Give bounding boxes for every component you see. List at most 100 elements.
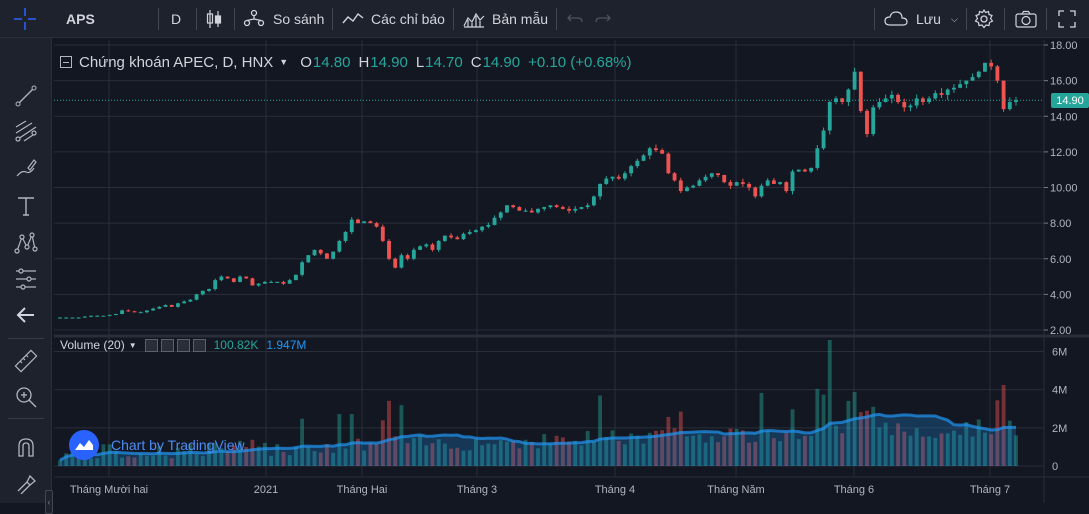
candle — [325, 253, 329, 259]
candle — [722, 175, 727, 183]
volume-bar — [200, 455, 205, 466]
fib-retracement-icon[interactable] — [11, 116, 41, 146]
collapse-legend-icon[interactable] — [60, 56, 72, 68]
candle — [734, 182, 739, 186]
back-arrow-icon[interactable] — [11, 300, 41, 330]
volume-bar — [908, 435, 913, 466]
volume-bar — [95, 458, 100, 466]
candle — [629, 166, 634, 174]
volume-value: 100.82K — [213, 338, 259, 352]
toolbar-collapse-handle[interactable]: ‹ — [45, 490, 53, 514]
templates-button[interactable]: Bản mẫu — [463, 0, 548, 38]
trend-line-icon[interactable] — [11, 81, 41, 111]
volume-bar — [113, 451, 118, 466]
fullscreen-icon — [1058, 10, 1076, 28]
prediction-icon[interactable] — [11, 264, 41, 294]
symbol-title[interactable]: Chứng khoán APEC, D, HNX — [79, 53, 274, 71]
volume-bar — [132, 457, 137, 466]
redo-icon — [594, 11, 612, 27]
settings-button[interactable] — [973, 0, 995, 38]
candle — [207, 289, 211, 291]
volume-bar — [728, 428, 733, 466]
low-label: L — [415, 53, 425, 71]
pattern-icon[interactable] — [11, 228, 41, 258]
undo-button[interactable] — [566, 0, 584, 38]
candle — [306, 255, 311, 263]
volume-bar — [256, 446, 261, 466]
candle — [82, 316, 87, 318]
redo-button[interactable] — [594, 0, 612, 38]
volume-bar — [945, 433, 950, 466]
ruler-icon[interactable] — [11, 346, 41, 376]
candle — [877, 102, 882, 108]
volume-bar — [238, 440, 242, 466]
price-tick-label: 2.00 — [1050, 325, 1071, 337]
candle — [983, 62, 987, 72]
volume-bar — [331, 452, 336, 466]
brush-icon[interactable] — [11, 153, 41, 183]
volume-bar — [287, 455, 292, 466]
volume-bar — [871, 406, 876, 466]
interval-button[interactable]: D — [171, 0, 181, 38]
magnet-icon[interactable] — [11, 432, 41, 462]
volume-bar — [827, 340, 832, 466]
candle — [703, 176, 708, 181]
lock-drawings-icon[interactable] — [11, 468, 41, 498]
volume-title[interactable]: Volume (20) — [60, 338, 125, 352]
candle — [747, 183, 751, 188]
text-icon[interactable] — [11, 191, 41, 221]
volume-bar — [573, 440, 578, 466]
candle — [480, 226, 485, 231]
chart-type-button[interactable] — [205, 0, 223, 38]
price-tick-label: 6.00 — [1050, 254, 1071, 266]
eye-icon[interactable] — [144, 338, 158, 352]
open-value: 14.80 — [312, 53, 351, 71]
fullscreen-button[interactable] — [1058, 0, 1076, 38]
candle — [964, 80, 969, 85]
candle — [716, 173, 720, 176]
volume-bar — [579, 445, 584, 466]
candle — [517, 207, 522, 211]
symbol-search-button[interactable]: APS — [66, 0, 95, 38]
zoom-in-icon[interactable] — [11, 382, 41, 412]
tradingview-watermark[interactable]: Chart by TradingView — [69, 430, 245, 460]
volume-bar — [703, 442, 708, 466]
candle — [1007, 102, 1012, 110]
screenshot-button[interactable] — [1015, 0, 1037, 38]
volume-bar — [505, 441, 509, 466]
chart-pane[interactable]: 18.00 16.00 14.00 12.00 10.00 8.00 6.00 4.00 2.0… — [54, 40, 1089, 503]
indicators-label: Các chỉ báo — [371, 11, 445, 27]
crosshair-cursor-icon[interactable] — [12, 0, 40, 38]
candle — [349, 219, 354, 233]
candle — [511, 205, 516, 208]
volume-bar — [436, 439, 441, 466]
candle — [610, 176, 615, 179]
candle — [765, 180, 770, 186]
volume-bar — [889, 435, 894, 466]
indicators-button[interactable]: Các chỉ báo — [342, 0, 445, 38]
crosshair-icon[interactable] — [11, 44, 41, 74]
caret-down-icon[interactable]: ▼ — [279, 57, 289, 67]
candle — [144, 310, 149, 313]
volume-bar — [368, 443, 373, 466]
close-icon[interactable] — [176, 338, 190, 352]
candle — [194, 294, 199, 300]
more-icon[interactable] — [192, 338, 206, 352]
volume-bar — [225, 451, 230, 466]
compare-button[interactable]: So sánh — [242, 0, 324, 38]
settings-icon[interactable] — [160, 338, 174, 352]
indicators-icon — [342, 10, 364, 28]
candle — [101, 315, 106, 317]
candle — [759, 185, 764, 197]
volume-bar — [709, 436, 714, 466]
candle — [858, 71, 863, 111]
volume-bar — [734, 428, 739, 466]
price-chart[interactable]: 18.00 16.00 14.00 12.00 10.00 8.00 6.00 4.00 2.0… — [54, 40, 1089, 503]
volume-bar — [976, 419, 981, 466]
volume-bar — [1014, 435, 1018, 466]
volume-bar — [306, 446, 311, 466]
candle — [902, 102, 907, 108]
save-button[interactable]: Lưu ⌵ — [884, 0, 958, 38]
candle — [449, 235, 454, 238]
caret-down-icon[interactable]: ▼ — [128, 340, 137, 350]
